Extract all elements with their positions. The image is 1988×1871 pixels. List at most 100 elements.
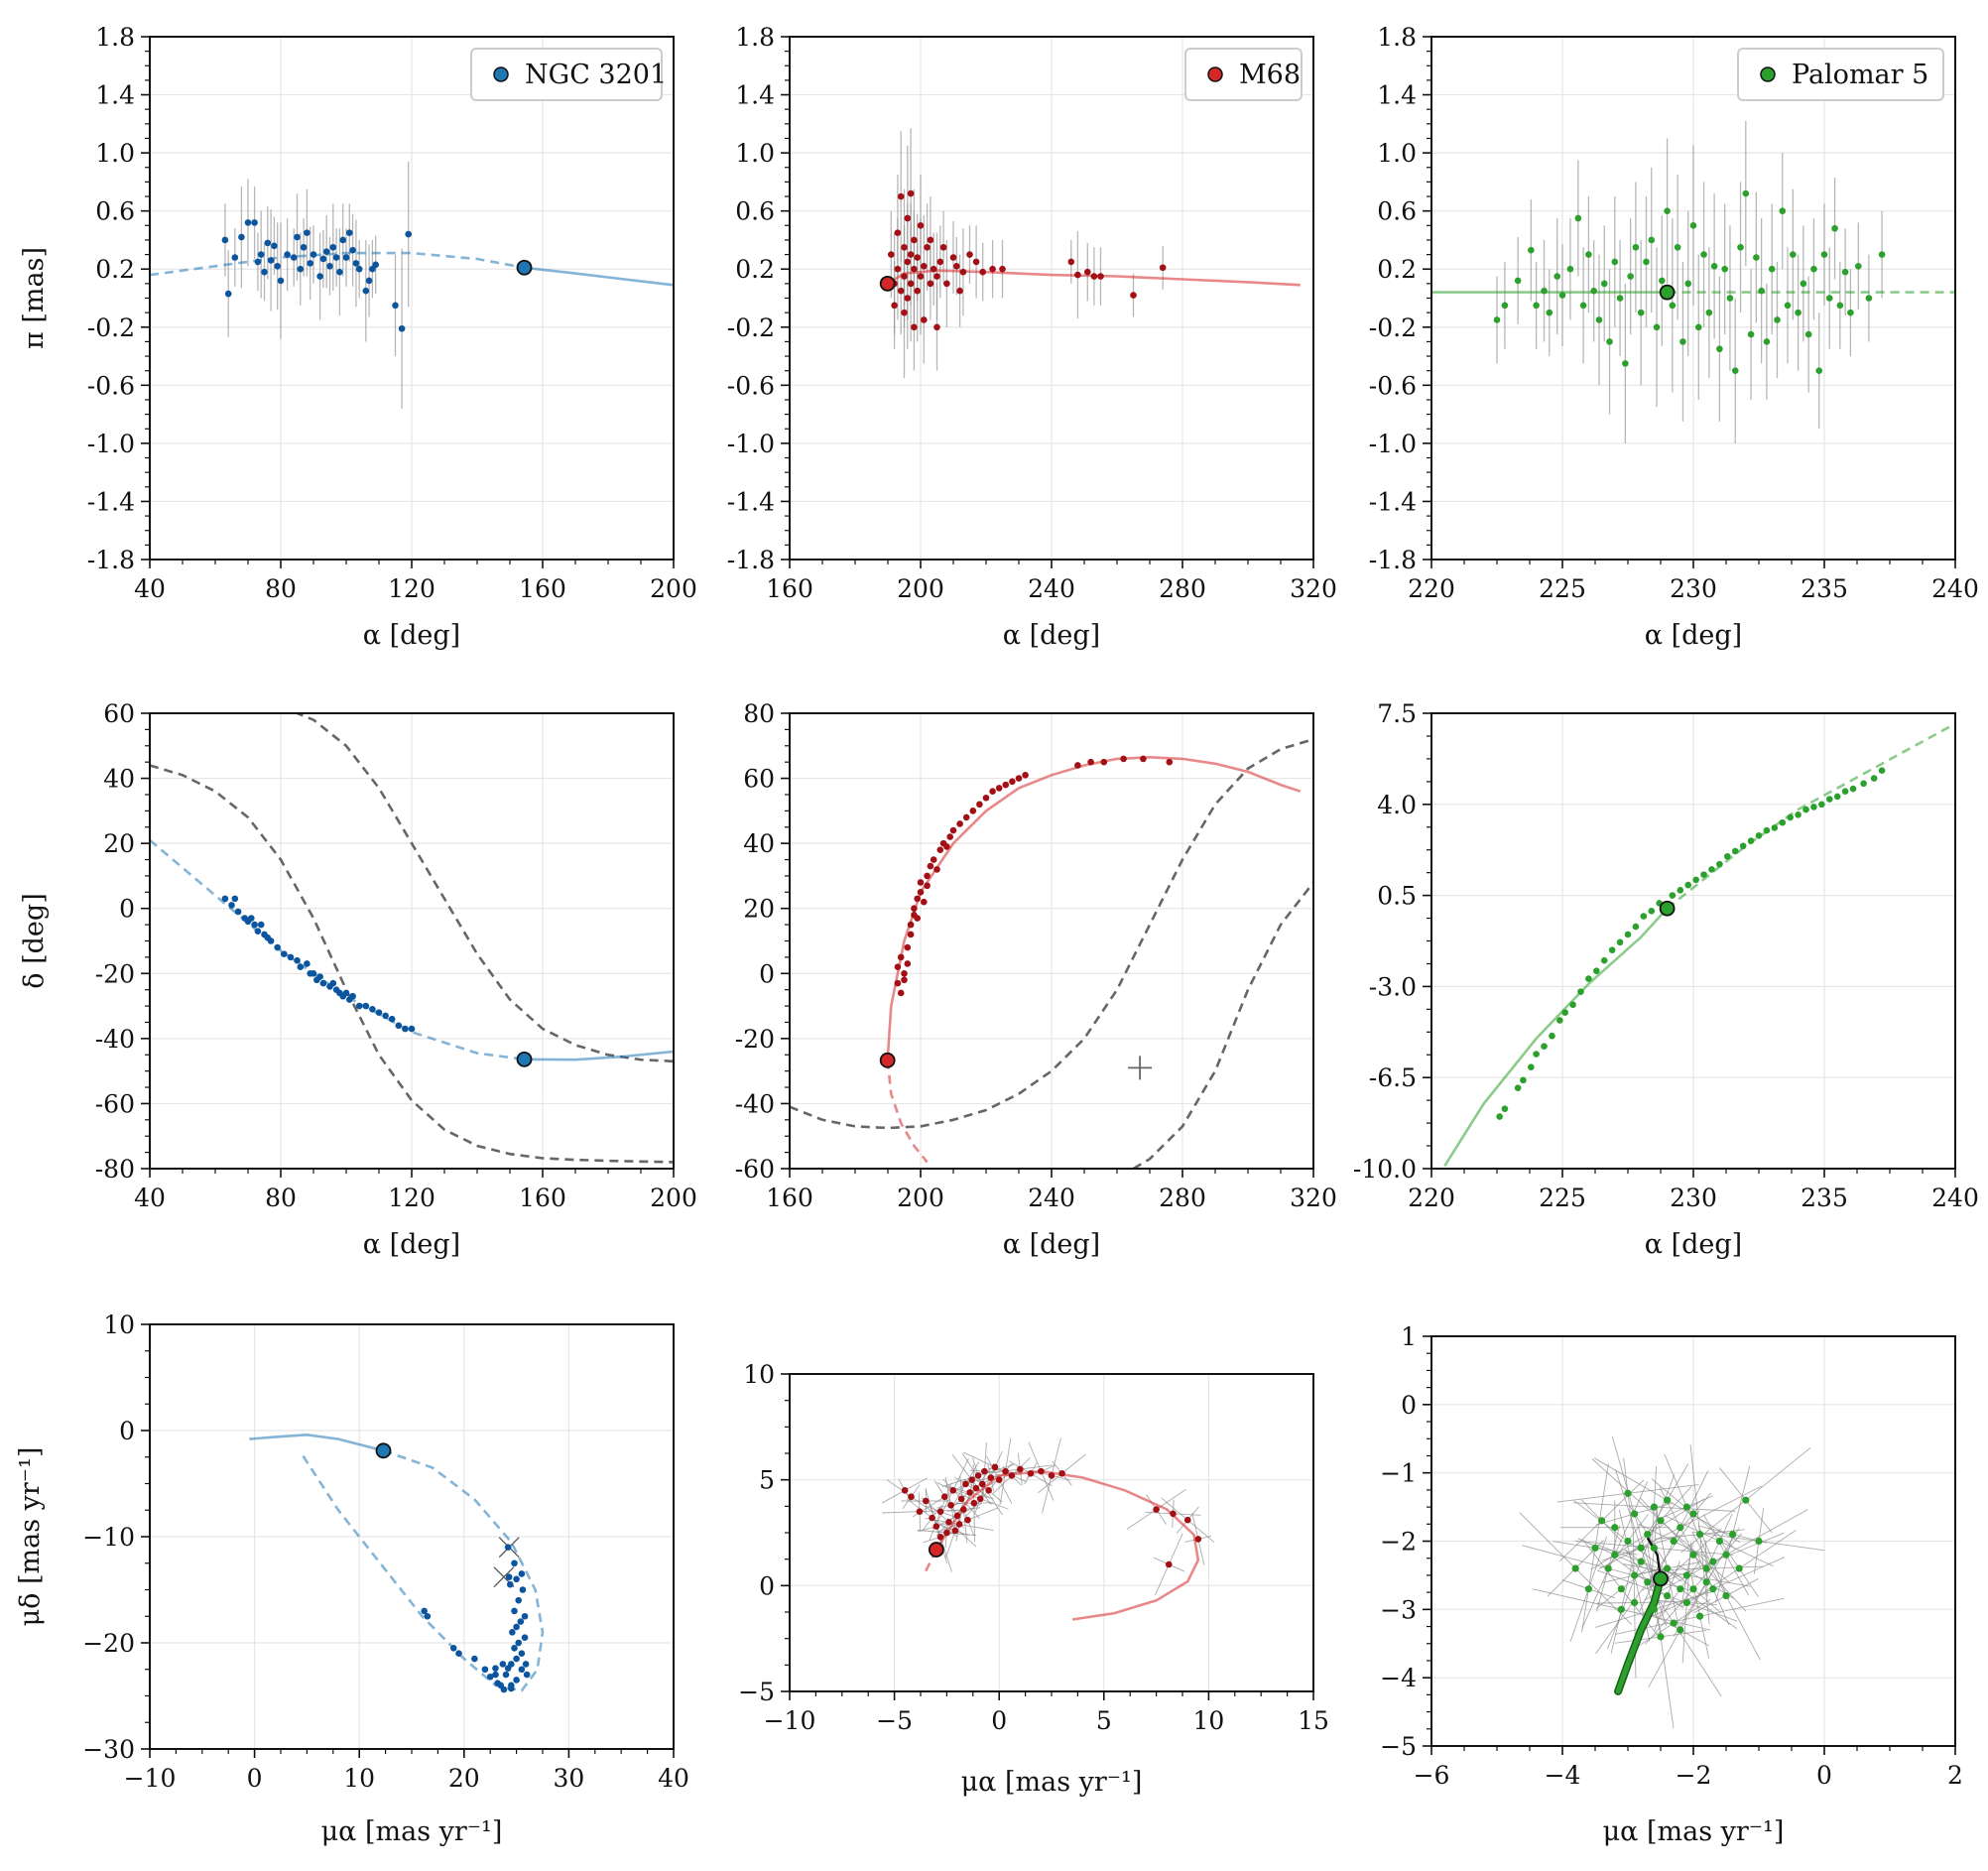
star-point — [392, 302, 399, 310]
star-point — [1584, 1585, 1592, 1593]
star-point — [924, 243, 931, 251]
ticks: 220 225 230 235 240 -10.0 -6.5 -3.0 0.5 4.0 7.5 — [1353, 699, 1979, 1212]
star-point — [936, 846, 944, 853]
star-point — [1627, 273, 1634, 280]
star-point — [1684, 280, 1692, 288]
star-point — [304, 229, 311, 236]
star-point — [1753, 254, 1760, 261]
star-point — [1831, 224, 1838, 232]
y-tick-label: 1.0 — [95, 139, 135, 168]
star-point — [267, 937, 275, 944]
model-track-dashed — [150, 838, 525, 1061]
y-tick-label: -60 — [95, 1089, 135, 1118]
star-point — [281, 950, 288, 957]
star-point — [929, 1514, 935, 1522]
star-point — [1632, 923, 1640, 931]
star-point — [251, 921, 258, 929]
star-point — [471, 1655, 478, 1663]
star-point — [901, 309, 908, 316]
star-point — [1841, 788, 1849, 795]
star-point — [1682, 1598, 1690, 1607]
star-point — [1664, 207, 1671, 214]
star-point — [508, 1684, 515, 1692]
plot-area — [881, 1437, 1215, 1621]
star-point — [939, 243, 947, 251]
cluster-marker — [879, 1052, 896, 1068]
star-point — [290, 254, 298, 261]
star-point — [1716, 860, 1723, 868]
y-tick-label: 0.6 — [1377, 197, 1417, 226]
y-tick-label: -10.0 — [1353, 1155, 1417, 1184]
x-tick-label: 320 — [1290, 574, 1337, 603]
star-point — [1090, 273, 1098, 280]
star-point — [492, 1671, 499, 1679]
star-point — [1677, 1585, 1684, 1593]
star-point — [1549, 1032, 1555, 1040]
star-point — [1694, 323, 1702, 331]
star-point — [1595, 316, 1603, 323]
y-tick-label: 0.6 — [735, 197, 775, 226]
star-point — [907, 280, 915, 288]
star-point — [943, 1529, 950, 1537]
star-point — [970, 1499, 978, 1507]
star-point — [1002, 781, 1010, 789]
x-tick-label: 230 — [1670, 1184, 1717, 1212]
star-point — [1632, 243, 1640, 251]
star-point — [924, 872, 931, 880]
star-point — [943, 280, 950, 288]
star-point — [911, 905, 918, 913]
star-point — [1606, 338, 1613, 345]
star-point — [1841, 268, 1849, 276]
model-track-solid — [524, 1050, 674, 1061]
star-point — [1679, 338, 1686, 345]
star-point — [949, 826, 957, 834]
star-point — [1194, 1536, 1202, 1543]
star-point — [506, 1580, 514, 1588]
star-point — [231, 254, 239, 261]
star-point — [1722, 1591, 1730, 1600]
x-tick-label: −10 — [124, 1764, 177, 1793]
star-point — [1779, 207, 1787, 214]
star-point — [976, 1495, 984, 1503]
star-point — [1696, 1612, 1704, 1620]
star-point — [907, 251, 915, 258]
star-point — [911, 236, 918, 244]
star-point — [329, 243, 337, 251]
x-tick-label: 220 — [1408, 1184, 1455, 1212]
cluster-marker — [1659, 900, 1676, 917]
star-point — [1590, 287, 1597, 295]
star-point — [408, 1025, 416, 1033]
star-point — [513, 1575, 520, 1583]
star-point — [1659, 277, 1666, 285]
y-tick-label: −1 — [1380, 1459, 1417, 1488]
star-point — [1653, 323, 1661, 331]
star-point — [1692, 876, 1699, 884]
star-point — [326, 262, 333, 270]
x-axis-label: α [deg] — [1645, 620, 1742, 651]
star-point — [499, 1661, 507, 1668]
x-axis-label: μα [mas yr⁻¹] — [321, 1816, 503, 1847]
star-point — [936, 1533, 944, 1541]
star-point — [1810, 265, 1817, 273]
star-point — [949, 1487, 957, 1494]
star-point — [914, 915, 921, 922]
x-tick-label: 40 — [658, 1764, 689, 1793]
star-point — [1758, 287, 1765, 295]
model-track-dashed — [886, 1060, 929, 1164]
star-point — [894, 963, 902, 971]
y-tick-label: 10 — [743, 1360, 775, 1389]
star-point — [962, 813, 970, 821]
x-tick-label: 235 — [1801, 574, 1848, 603]
star-point — [1566, 265, 1574, 273]
star-point — [509, 1629, 516, 1636]
star-point — [1677, 1524, 1684, 1532]
legend-label: M68 — [1239, 60, 1301, 90]
star-point — [398, 324, 406, 332]
star-point — [310, 251, 317, 258]
y-tick-label: 1.0 — [735, 139, 775, 168]
star-point — [234, 908, 242, 916]
star-point — [518, 1650, 526, 1657]
star-point — [1716, 345, 1723, 353]
star-point — [914, 895, 921, 903]
star-point — [382, 1012, 389, 1020]
